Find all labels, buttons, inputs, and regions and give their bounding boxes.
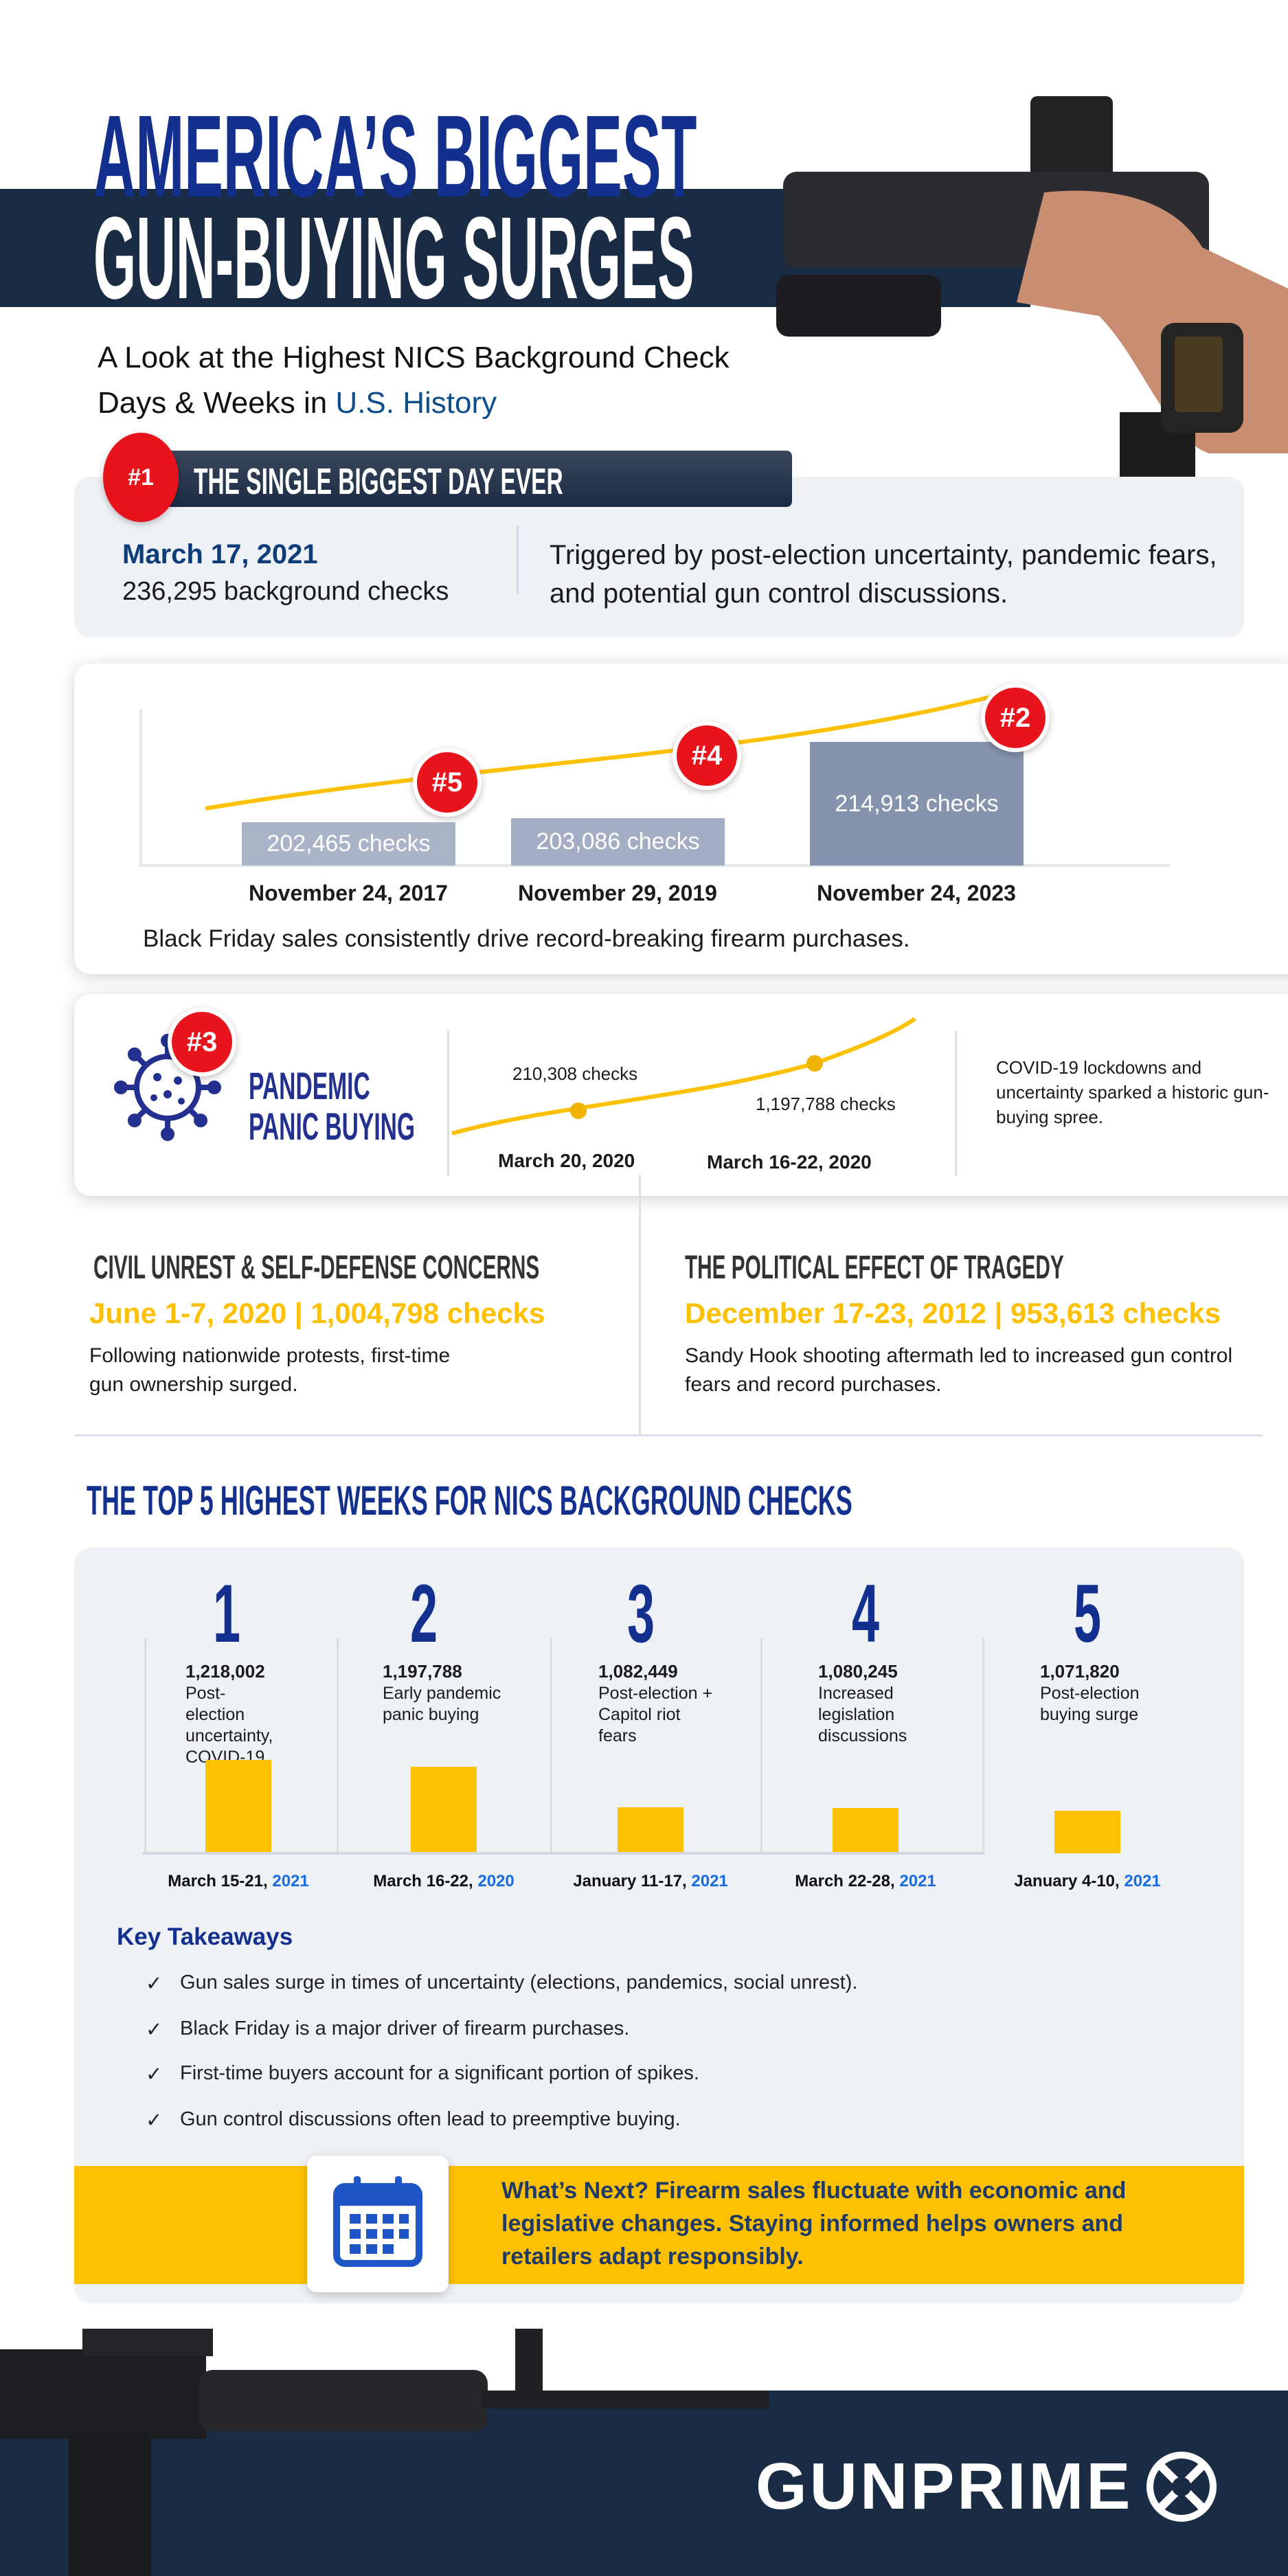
week-date: March 15-21, 2021 — [168, 1872, 309, 1890]
biggest-day-checks: 236,295 background checks — [122, 577, 449, 606]
section-divider — [74, 1434, 1263, 1436]
hero-gun-photo — [756, 69, 1288, 481]
civil-unrest-description: Following nationwide protests, first-tim… — [89, 1344, 451, 1396]
title-line-2: GUN-BUYING SURGES — [93, 193, 694, 324]
black-friday-bar: 203,086 checks — [511, 818, 725, 866]
week-date: January 4-10, 2021 — [1014, 1872, 1161, 1890]
check-icon: ✓ — [146, 2064, 163, 2086]
biggest-day-banner — [157, 451, 792, 507]
whats-next-text: What’s Next? Firearm sales fluctuate wit… — [501, 2178, 1127, 2270]
tragedy-stat: December 17-23, 2012 | 953,613 checks — [685, 1297, 1221, 1329]
gunprime-logo: GUNPRIME — [756, 2449, 1219, 2524]
civil-unrest-heading: CIVIL UNREST & SELF-DEFENSE CONCERNS — [93, 1250, 540, 1286]
column-divider — [337, 1638, 339, 1853]
tragedy-heading: THE POLITICAL EFFECT OF TRAGEDY — [685, 1250, 1064, 1286]
rank-badge: #3 — [168, 1008, 236, 1076]
week-date: March 16-22, 2020 — [373, 1872, 515, 1890]
column-divider — [144, 1638, 146, 1853]
data-point — [806, 1055, 823, 1072]
rank-number: 1 — [212, 1568, 241, 1660]
pandemic-trend-line — [451, 1017, 916, 1136]
takeaway-item: ✓ First-time buyers account for a signifi… — [146, 2062, 699, 2086]
column-divider — [760, 1638, 762, 1853]
point-label: 1,197,788 checks — [756, 1094, 896, 1114]
column-divider — [550, 1638, 552, 1853]
rank-badge: #4 — [673, 721, 741, 790]
top5-axis — [143, 1852, 984, 1855]
chart-x-axis — [139, 864, 1170, 867]
divider — [517, 526, 519, 594]
week-bar — [833, 1807, 899, 1853]
calendar-box — [307, 2156, 449, 2292]
week-bar — [1054, 1811, 1120, 1853]
week-info: 1,071,820 Post-election buying surge — [1040, 1661, 1140, 1724]
bar-date: November 29, 2019 — [518, 881, 717, 905]
takeaway-item: ✓ Gun sales surge in times of uncertainty… — [146, 1971, 858, 1995]
civil-unrest-stat: June 1-7, 2020 | 1,004,798 checks — [89, 1297, 545, 1329]
rifle-photo — [0, 2329, 769, 2576]
calendar-icon — [333, 2176, 422, 2267]
tragedy-description: Sandy Hook shooting aftermath led to inc… — [685, 1344, 1233, 1396]
takeaways-heading: Key Takeaways — [117, 1923, 293, 1950]
biggest-day-date: March 17, 2021 — [122, 539, 318, 569]
rank-number: 3 — [626, 1568, 655, 1660]
point-date: March 20, 2020 — [498, 1150, 635, 1171]
check-icon: ✓ — [146, 2019, 163, 2041]
subtitle: A Look at the Highest NICS Background Ch… — [98, 341, 730, 420]
biggest-day-description: Triggered by post-election uncertainty, … — [550, 540, 1217, 609]
takeaway-item: ✓ Gun control discussions often lead to p… — [146, 2108, 681, 2132]
pandemic-description: COVID-19 lockdowns and uncertainty spark… — [996, 1057, 1269, 1127]
data-point — [570, 1103, 587, 1119]
rank-badge: #2 — [981, 683, 1050, 752]
divider — [955, 1030, 957, 1176]
biggest-day-heading: THE SINGLE BIGGEST DAY EVER — [194, 461, 563, 502]
top5-heading: THE TOP 5 HIGHEST WEEKS FOR NICS BACKGRO… — [87, 1478, 852, 1524]
week-date: January 11-17, 2021 — [573, 1872, 728, 1890]
title-line-1: AMERICA’S BIGGEST — [93, 91, 697, 222]
column-divider — [982, 1638, 984, 1853]
bar-date: November 24, 2017 — [249, 881, 448, 905]
pandemic-title: PANDEMIC PANIC BUYING — [249, 1064, 416, 1148]
black-friday-bar: 214,913 checks — [810, 742, 1024, 866]
divider — [639, 1175, 641, 1436]
check-icon: ✓ — [146, 1973, 163, 1995]
bar-date: November 24, 2023 — [817, 881, 1016, 905]
whats-next-banner — [74, 2166, 1244, 2284]
rank-number: 5 — [1073, 1568, 1102, 1660]
trend-line — [205, 695, 990, 811]
week-date: March 22-28, 2021 — [795, 1872, 936, 1890]
rank-badge: #5 — [413, 748, 482, 817]
week-info: 1,082,449 Post-election + Capitol riot fe… — [598, 1661, 713, 1745]
rank-number: 4 — [851, 1568, 880, 1660]
week-bar — [618, 1807, 683, 1853]
rank-badge: #1 — [103, 433, 179, 522]
divider — [447, 1030, 449, 1176]
rank-number: 2 — [409, 1568, 438, 1660]
week-info: 1,197,788 Early pandemic panic buying — [383, 1661, 501, 1724]
crosshair-icon — [1146, 2452, 1217, 2522]
point-date: March 16-22, 2020 — [707, 1151, 872, 1173]
pandemic-card — [74, 994, 1288, 1196]
week-info: 1,080,245 Increased legislation discussio… — [818, 1661, 907, 1745]
takeaway-item: ✓ Black Friday is a major driver of firea… — [146, 2018, 630, 2041]
week-bar — [411, 1767, 477, 1853]
point-label: 210,308 checks — [512, 1063, 638, 1084]
week-info: 1,218,002 Post-election uncertainty, COVI… — [185, 1661, 273, 1767]
black-friday-bar: 202,465 checks — [242, 822, 455, 866]
black-friday-caption: Black Friday sales consistently drive re… — [143, 925, 910, 952]
week-bar — [205, 1760, 271, 1853]
chart-y-axis — [139, 710, 142, 867]
check-icon: ✓ — [146, 2110, 163, 2132]
